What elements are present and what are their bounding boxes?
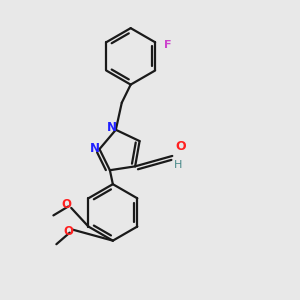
Text: F: F: [164, 40, 171, 50]
Text: O: O: [63, 225, 73, 238]
Text: O: O: [175, 140, 186, 153]
Text: N: N: [90, 142, 100, 155]
Text: O: O: [62, 199, 72, 212]
Text: N: N: [107, 121, 117, 134]
Text: H: H: [173, 160, 182, 170]
